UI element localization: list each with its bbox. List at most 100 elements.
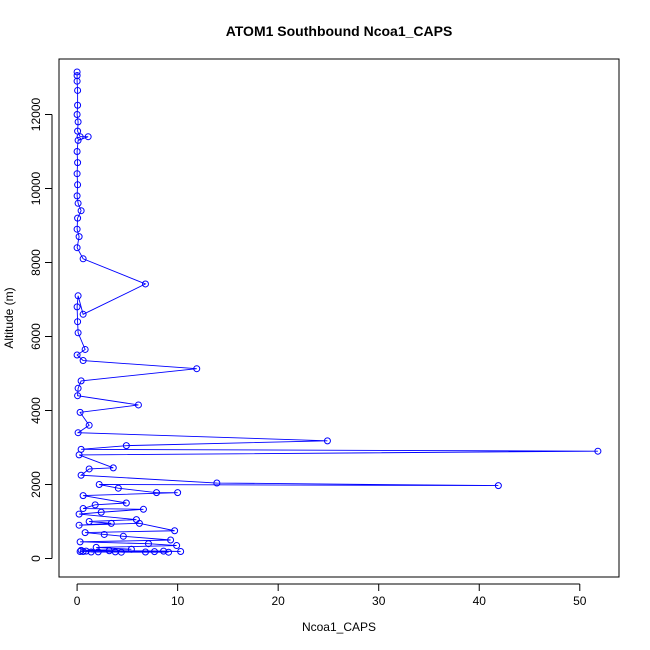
data-point [134, 401, 142, 409]
data-point [74, 136, 82, 144]
data-point [79, 492, 87, 500]
data-point [73, 244, 81, 252]
plot-layer: 0 10 20 30 40 50 0 2000 4000 6000 8000 10000 12000 [29, 58, 620, 608]
data-point [79, 255, 87, 263]
data-point [76, 538, 84, 546]
data-point [74, 101, 82, 109]
data-point [177, 547, 185, 555]
data-point [73, 68, 81, 76]
data-point [107, 519, 115, 527]
data-point [87, 548, 95, 556]
data-point [73, 148, 81, 155]
y-tick-label: 6000 [29, 323, 43, 350]
data-point [167, 536, 175, 544]
data-point [85, 518, 93, 525]
data-point [135, 519, 143, 527]
data-point [74, 384, 82, 392]
data-point [84, 133, 92, 141]
data-point [141, 548, 149, 556]
y-tick-label: 8000 [29, 249, 43, 276]
data-point [76, 547, 84, 555]
data-point [75, 521, 83, 529]
data-point [73, 77, 81, 85]
data-point [81, 529, 89, 537]
x-tick-label: 10 [171, 594, 185, 608]
data-point [193, 365, 201, 373]
data-point [95, 481, 103, 488]
data-point [75, 510, 83, 518]
data-point [75, 451, 83, 459]
x-axis-label: Ncoa1_CAPS [302, 620, 376, 634]
data-point [213, 479, 221, 487]
x-tick-label: 40 [473, 594, 487, 608]
data-point [74, 318, 82, 326]
y-axis-label: Altitude (m) [2, 287, 16, 348]
data-point [144, 540, 152, 548]
data-point [81, 345, 89, 353]
data-point [73, 303, 81, 311]
y-tick-label: 12000 [29, 97, 43, 131]
data-point [73, 351, 81, 359]
data-point [127, 545, 135, 553]
data-point [74, 292, 82, 300]
data-point [74, 86, 82, 94]
y-tick-label: 4000 [29, 397, 43, 424]
x-tick-label: 20 [271, 594, 285, 608]
x-tick-label: 50 [573, 594, 587, 608]
data-point [73, 111, 81, 118]
data-point [109, 464, 117, 472]
data-point [74, 181, 82, 189]
data-point [100, 530, 108, 538]
data-point [73, 192, 81, 200]
data-point [74, 118, 82, 126]
data-point [165, 548, 173, 556]
data-point [77, 471, 85, 479]
y-tick-label: 2000 [29, 471, 43, 498]
data-point [74, 214, 82, 222]
data-point [79, 357, 87, 365]
data-point [97, 508, 105, 516]
series-line [76, 71, 598, 553]
data-point [151, 548, 159, 556]
data-point [174, 489, 182, 497]
data-point [74, 127, 82, 135]
data-point [122, 442, 130, 450]
data-point [74, 429, 82, 437]
data-point [73, 170, 81, 178]
data-point [92, 543, 100, 551]
data-point [119, 532, 127, 540]
data-point [79, 547, 87, 555]
plot-frame [58, 58, 620, 578]
data-point [85, 421, 93, 429]
data-point [74, 159, 82, 167]
data-point [153, 489, 161, 497]
chart-title: ATOM1 Southbound Ncoa1_CAPS [226, 23, 453, 39]
data-point [160, 547, 168, 555]
data-point [74, 329, 82, 337]
data-point [77, 377, 85, 385]
data-point [171, 527, 179, 535]
data-point [79, 505, 87, 513]
data-point [85, 465, 93, 473]
data-point [75, 233, 83, 241]
data-point [323, 437, 331, 445]
data-point [141, 280, 149, 288]
y-tick-label: 0 [29, 555, 43, 562]
data-point [139, 505, 147, 513]
data-point [91, 501, 99, 509]
data-point [74, 199, 82, 207]
data-point [76, 133, 84, 141]
data-point [94, 548, 102, 556]
data-point [122, 499, 130, 507]
data-point [77, 207, 85, 215]
data-point [79, 310, 87, 318]
data-point [73, 225, 81, 233]
data-point [494, 482, 502, 490]
y-tick-label: 10000 [29, 171, 43, 205]
data-point [173, 542, 181, 550]
x-tick-label: 30 [372, 594, 386, 608]
data-point [111, 548, 119, 556]
data-point [594, 447, 602, 455]
